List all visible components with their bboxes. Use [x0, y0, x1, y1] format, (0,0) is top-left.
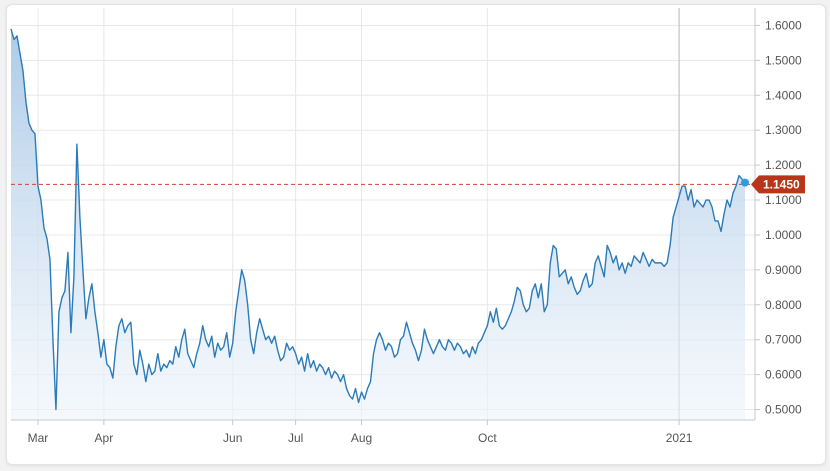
- y-tick-label: 1.2000: [765, 158, 802, 172]
- x-tick-label: Aug: [351, 431, 372, 445]
- series-line: [10, 28, 746, 411]
- y-tick-label: 0.8000: [765, 298, 802, 312]
- x-tick-label: Mar: [28, 431, 49, 445]
- y-tick-label: 1.4000: [765, 88, 802, 102]
- y-tick-label: 1.3000: [765, 123, 802, 137]
- chart-card: 1.6000 1.5000 1.4000 1.3000 1.2000 1.1000 1.00…: [6, 4, 826, 465]
- y-tick-label: 0.6000: [765, 368, 802, 382]
- x-tick-label: 2021: [666, 431, 693, 445]
- y-tick-label: 0.9000: [765, 263, 802, 277]
- y-tick-label: 1.0000: [765, 228, 802, 242]
- y-tick-label: 1.1000: [765, 193, 802, 207]
- series-path: [10, 28, 746, 411]
- x-tick-label: Jul: [288, 431, 303, 445]
- current-price-reference: 1.1450: [11, 175, 805, 194]
- current-price-tag: [751, 175, 805, 194]
- x-tick-label: Apr: [95, 431, 114, 445]
- y-tick-label: 0.7000: [765, 333, 802, 347]
- y-tick-label: 0.5000: [765, 403, 802, 417]
- y-tick-label: 1.5000: [765, 53, 802, 67]
- price-chart[interactable]: 1.6000 1.5000 1.4000 1.3000 1.2000 1.1000 1.00…: [7, 5, 825, 464]
- x-tick-label: Jun: [223, 431, 242, 445]
- area-fill: [11, 28, 745, 420]
- series-area: [11, 28, 745, 420]
- x-tick-label: Oct: [478, 431, 497, 445]
- current-price-label: 1.1450: [763, 177, 800, 191]
- axes: 1.6000 1.5000 1.4000 1.3000 1.2000 1.1000 1.00…: [11, 8, 802, 445]
- last-point-dot: [741, 178, 749, 187]
- y-tick-label: 1.6000: [765, 18, 802, 32]
